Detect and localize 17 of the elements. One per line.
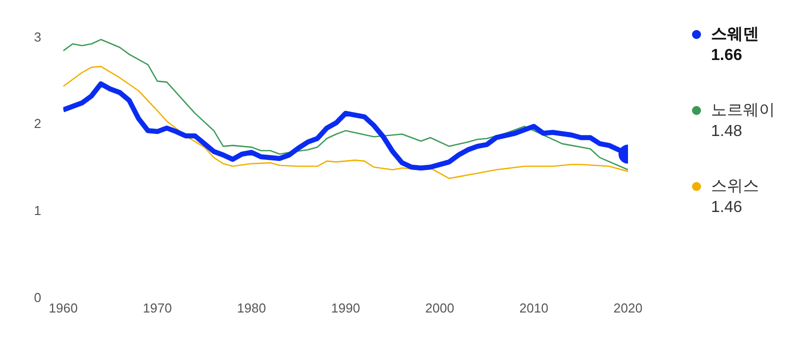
x-tick-label: 1980 xyxy=(237,300,266,316)
y-tick-label: 2 xyxy=(34,116,42,132)
x-tick-label: 2010 xyxy=(519,300,548,316)
x-tick-label: 1990 xyxy=(331,300,360,316)
y-tick-label: 0 xyxy=(34,290,42,305)
text: 1.48 xyxy=(711,122,744,142)
legend-label: 노르웨이 xyxy=(711,101,775,121)
x-tick-label: 2000 xyxy=(425,300,454,316)
legend-label: 스웨덴 xyxy=(711,25,759,45)
y-tick-label: 1 xyxy=(34,202,42,218)
x-tick-label: 2020 xyxy=(614,300,642,316)
y-tick-label: 3 xyxy=(34,29,42,44)
text: 1.66 xyxy=(711,46,744,66)
text: 1.46 xyxy=(711,198,744,218)
x-tick-label: 1970 xyxy=(142,300,172,316)
legend-label: 스위스 xyxy=(711,177,759,197)
x-tick-label: 1960 xyxy=(48,300,78,316)
